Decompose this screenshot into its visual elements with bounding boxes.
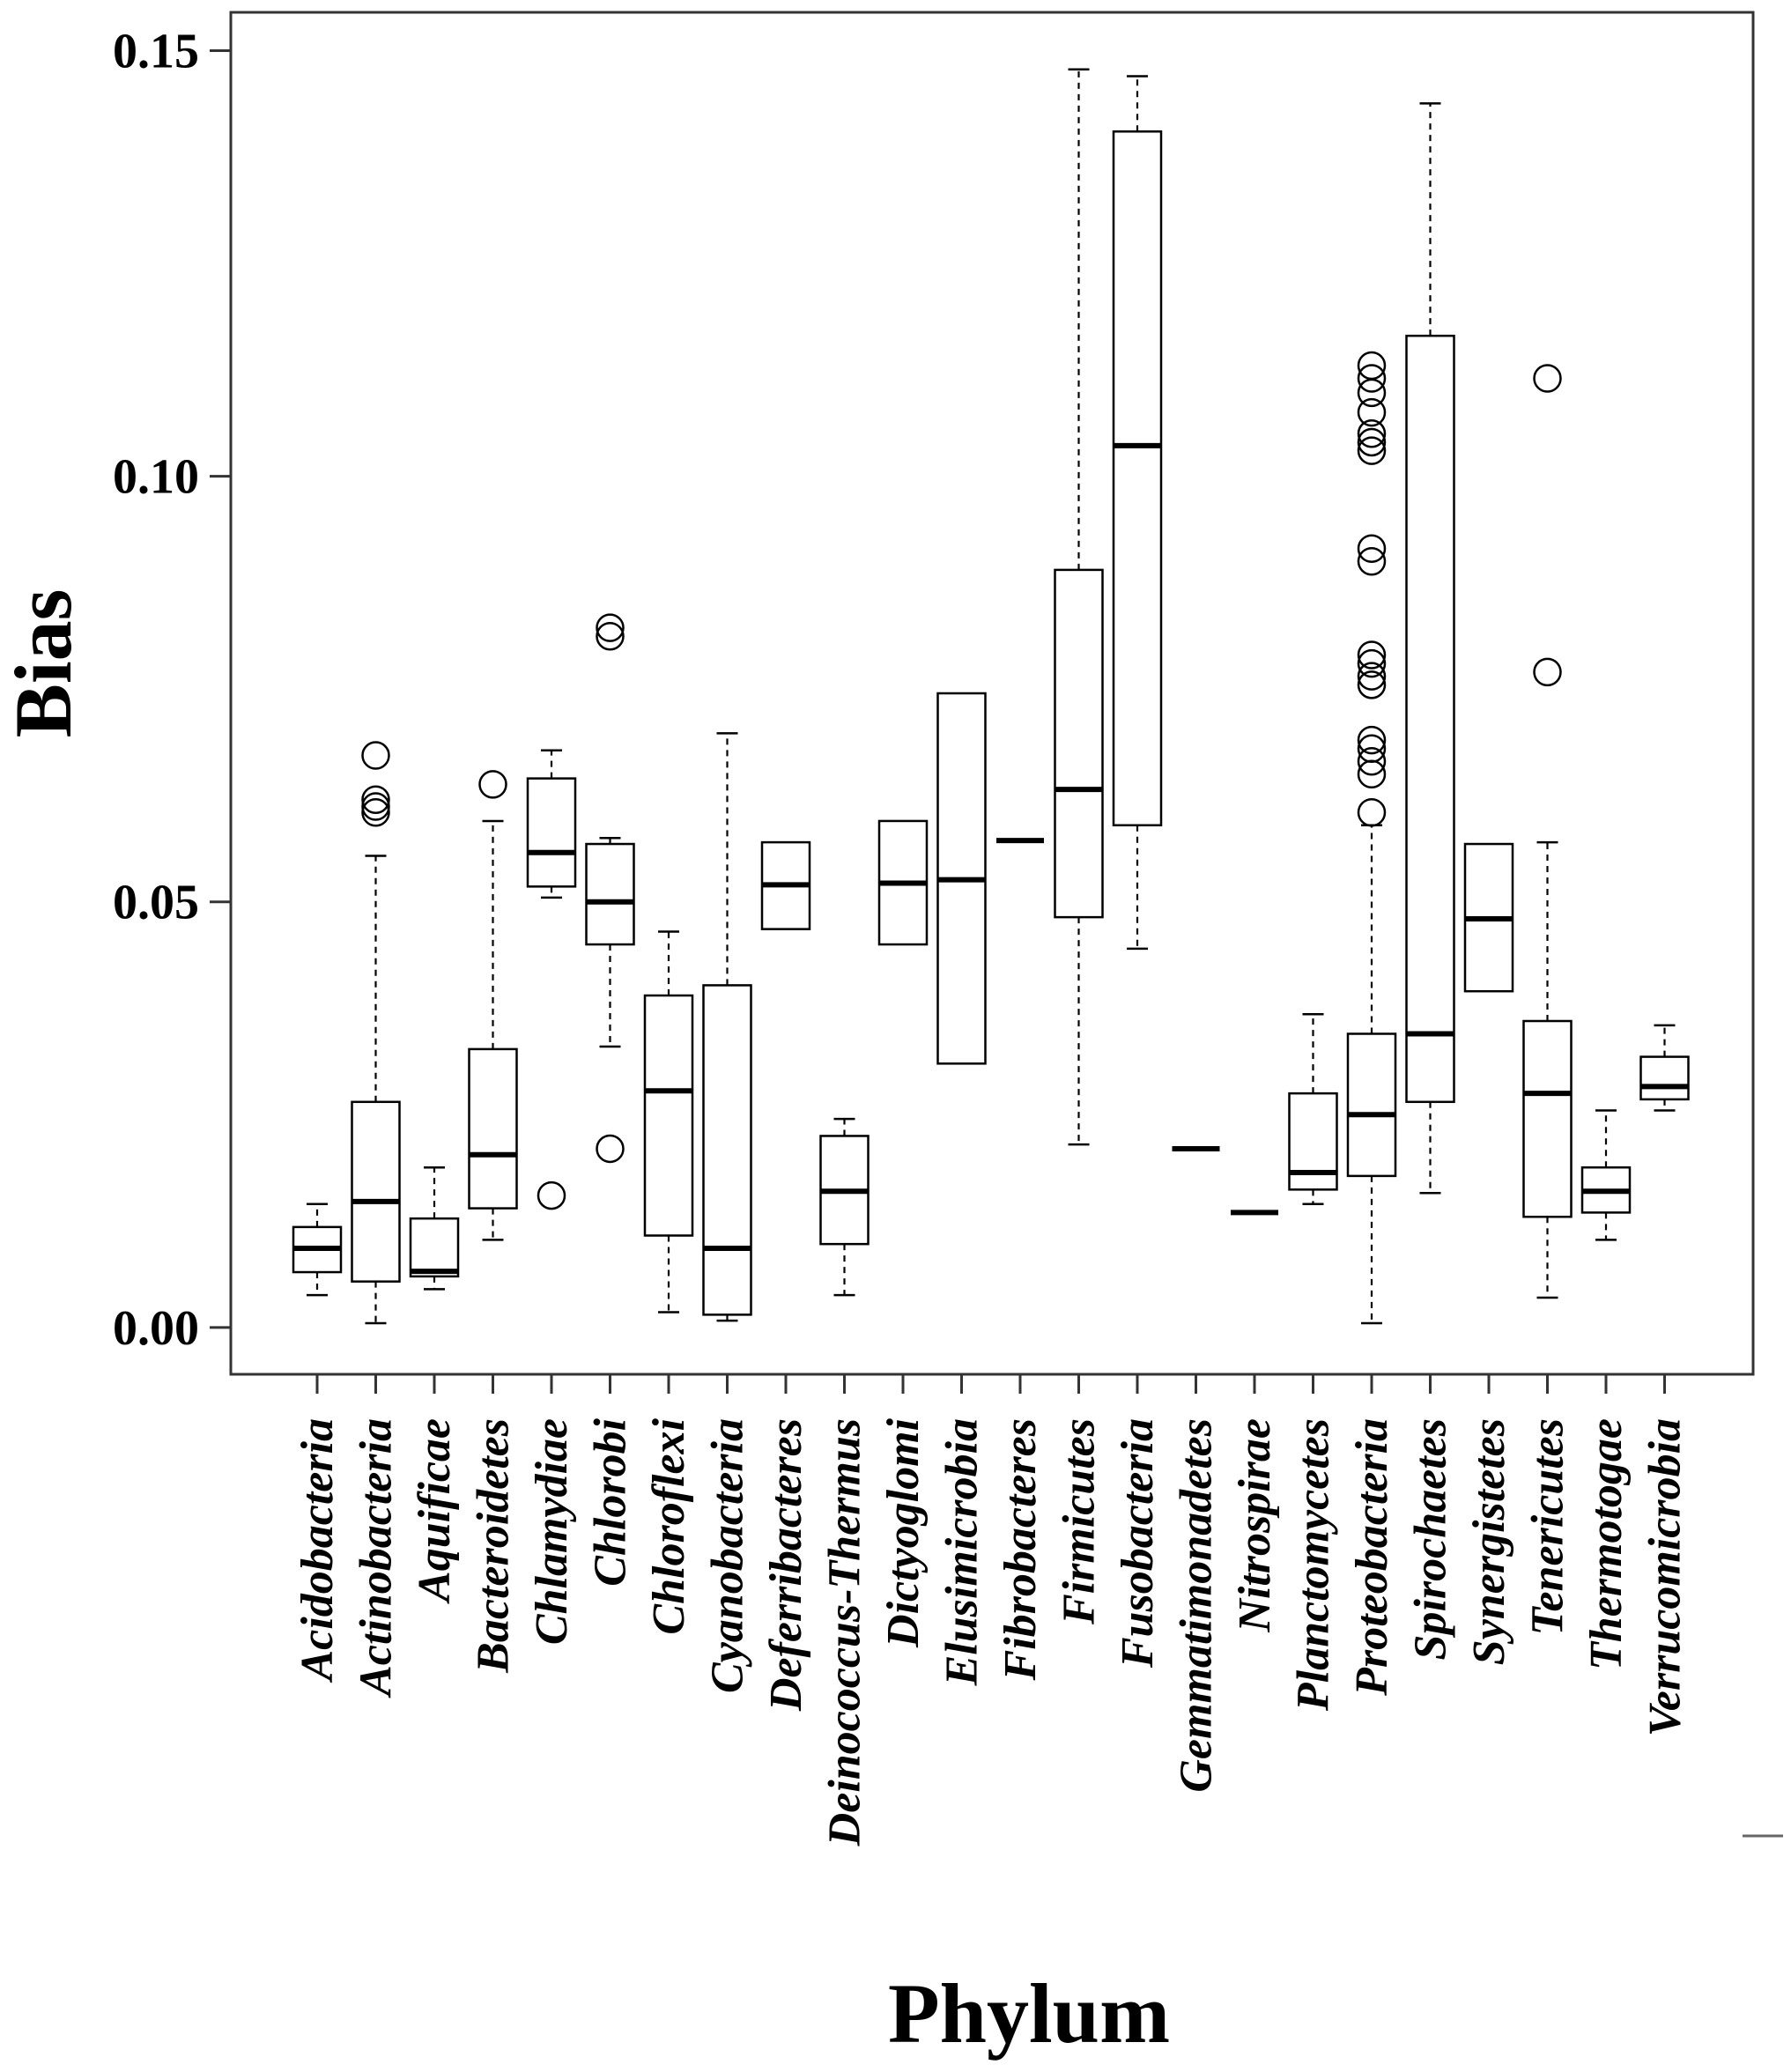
x-tick-label: Thermotogae bbox=[1581, 1418, 1632, 1670]
x-tick-label: Chloroflexi bbox=[644, 1417, 694, 1634]
outlier-point bbox=[1357, 397, 1387, 427]
outlier-point bbox=[1357, 436, 1387, 465]
box-aquificae bbox=[409, 1166, 460, 1291]
box-chlorobi bbox=[585, 613, 635, 1164]
box-cyanobacteria bbox=[702, 732, 752, 1322]
y-tick-label: 0.10 bbox=[113, 450, 199, 505]
y-tick-label: 0.05 bbox=[113, 876, 199, 930]
box-dictyoglomi bbox=[877, 819, 929, 946]
x-tick-label: Nitrospirae bbox=[1230, 1418, 1280, 1633]
y-tick-label: 0.00 bbox=[113, 1301, 199, 1356]
y-tick-label: 0.15 bbox=[113, 24, 199, 78]
box-proteobacteria bbox=[1346, 351, 1397, 1325]
box-body bbox=[1054, 568, 1104, 919]
y-axis: 0.00 0.05 0.10 0.15 bbox=[113, 24, 231, 1356]
x-tick-label: Gemmatimonadetes bbox=[1172, 1418, 1222, 1793]
box-body bbox=[643, 994, 694, 1237]
outlier-point bbox=[1357, 640, 1387, 670]
x-tick-label: Chlamydiae bbox=[527, 1418, 577, 1645]
x-tick-label: Bacteroidetes bbox=[469, 1418, 519, 1674]
box-body bbox=[702, 984, 752, 1316]
outlier-point bbox=[1357, 670, 1387, 699]
outlier-point bbox=[1357, 351, 1387, 381]
x-tick-label: Elusimicrobia bbox=[937, 1418, 988, 1686]
x-tick-label: Cyanobacteria bbox=[703, 1418, 753, 1693]
x-tick-label: Chlorobi bbox=[586, 1417, 636, 1586]
outlier-point bbox=[361, 741, 390, 770]
box-chloroflexi bbox=[643, 930, 694, 1314]
box-chlamydiae bbox=[526, 749, 577, 1210]
y-axis-title: Bias bbox=[0, 589, 88, 738]
outlier-point bbox=[596, 613, 625, 642]
x-tick-label: Acidobacteria bbox=[292, 1418, 343, 1684]
box-tenericutes bbox=[1522, 364, 1573, 1299]
box-body bbox=[526, 777, 577, 888]
box-synergistetes bbox=[1463, 842, 1514, 993]
box-thermotogae bbox=[1580, 1109, 1632, 1241]
x-tick-label: Fusobacteria bbox=[1113, 1418, 1163, 1669]
x-tick-label: Firmicutes bbox=[1055, 1418, 1105, 1625]
x-tick-label: Synergistetes bbox=[1464, 1418, 1514, 1665]
outlier-point bbox=[361, 792, 390, 821]
box-elusimicrobia bbox=[936, 692, 987, 1065]
x-axis-title: Phylum bbox=[888, 1966, 1170, 2061]
x-tick-label: Planctomycetes bbox=[1289, 1418, 1339, 1712]
box-body bbox=[1405, 334, 1455, 1104]
outlier-point bbox=[1357, 378, 1387, 408]
outlier-point bbox=[1357, 747, 1387, 776]
box-body bbox=[1639, 1055, 1690, 1101]
box-actinobacteria bbox=[351, 741, 401, 1325]
x-tick-label: Dictyoglomi bbox=[878, 1417, 929, 1648]
x-tick-label: Deinococcus-Thermus bbox=[820, 1418, 870, 1846]
box-deferribacteres bbox=[760, 840, 811, 930]
x-tick-label: Actinobacteria bbox=[352, 1418, 402, 1698]
outlier-point bbox=[361, 798, 390, 827]
box-planctomycetes bbox=[1288, 1013, 1338, 1205]
box-body bbox=[1112, 130, 1163, 827]
box-verrucomicrobia bbox=[1639, 1024, 1690, 1112]
x-tick-label: Aquificae bbox=[410, 1418, 460, 1604]
outlier-point bbox=[1357, 725, 1387, 755]
box-acidobacteria bbox=[292, 1202, 343, 1297]
x-tick-label: Fibrobacteres bbox=[995, 1418, 1046, 1682]
outlier-point bbox=[478, 770, 507, 799]
x-tick-label: Verrucomicrobia bbox=[1640, 1418, 1691, 1736]
box-body bbox=[1346, 1032, 1397, 1178]
box-body bbox=[351, 1100, 401, 1283]
box-body bbox=[1522, 1019, 1573, 1218]
outlier-point bbox=[1533, 657, 1562, 687]
outlier-point bbox=[1357, 364, 1387, 393]
x-tick-label: Tenericutes bbox=[1523, 1418, 1573, 1636]
box-body bbox=[409, 1217, 460, 1278]
outlier-point bbox=[1357, 648, 1387, 678]
box-firmicutes bbox=[1054, 68, 1104, 1146]
x-tick-label: Deferribacteres bbox=[761, 1418, 811, 1712]
outlier-point bbox=[596, 622, 625, 651]
box-bacteroidetes bbox=[468, 770, 518, 1241]
box-series bbox=[292, 68, 1690, 1325]
box-deinococcus-thermus bbox=[819, 1117, 870, 1297]
outlier-point bbox=[1357, 662, 1387, 691]
box-body bbox=[468, 1047, 518, 1210]
outlier-point bbox=[1357, 798, 1387, 827]
outlier-point bbox=[1357, 419, 1387, 448]
box-body bbox=[585, 842, 635, 946]
x-axis: Acidobacteria Actinobacteria Aquificae Bact… bbox=[292, 1374, 1691, 1846]
plot-frame bbox=[229, 11, 1755, 1376]
outlier-point bbox=[1357, 546, 1387, 576]
outlier-point bbox=[1533, 364, 1562, 393]
outlier-point bbox=[596, 1134, 625, 1164]
outlier-point bbox=[361, 785, 390, 815]
x-tick-label: Proteobacteria bbox=[1347, 1418, 1397, 1697]
x-tick-label: Spirochaetes bbox=[1406, 1418, 1456, 1660]
outlier-point bbox=[1357, 427, 1387, 457]
box-fusobacteria bbox=[1112, 75, 1163, 951]
outlier-point bbox=[1357, 534, 1387, 563]
box-spirochaetes bbox=[1405, 102, 1455, 1195]
outlier-point bbox=[1357, 734, 1387, 764]
outlier-point bbox=[537, 1180, 566, 1210]
